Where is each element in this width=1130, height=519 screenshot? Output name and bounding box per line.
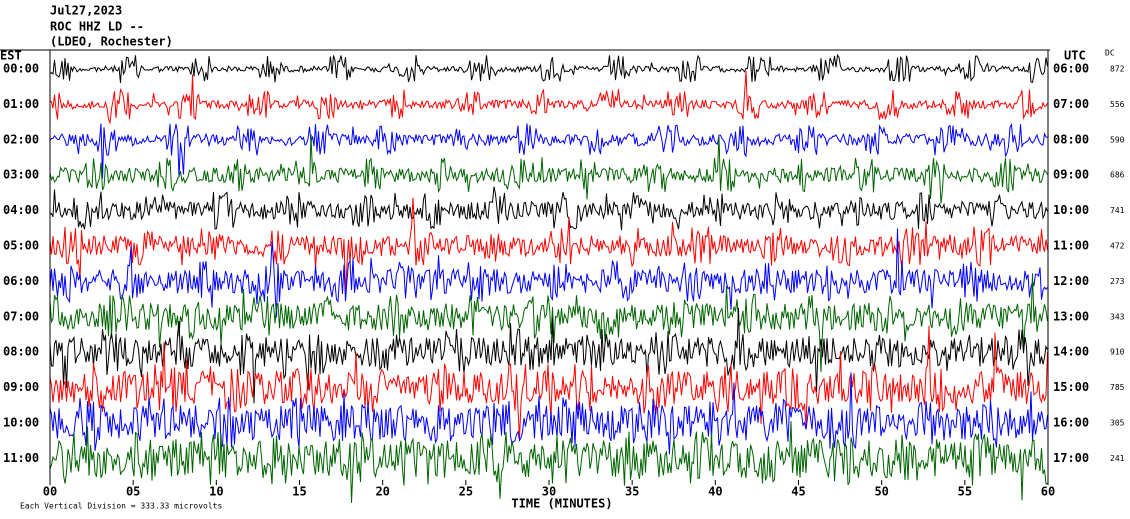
trace [49, 197, 1048, 293]
trace [49, 134, 1048, 204]
x-tick-label: 05 [126, 485, 140, 499]
est-label: 08:00 [3, 345, 39, 359]
est-label: 07:00 [3, 309, 39, 323]
dc-value: 273 [1110, 277, 1125, 286]
footer: Each Vertical Division = 333.33 microvol… [20, 502, 222, 511]
trace [49, 71, 1048, 125]
x-axis-title: TIME (MINUTES) [511, 497, 612, 511]
trace [49, 122, 1048, 179]
utc-label: 14:00 [1053, 345, 1089, 359]
est-label: 11:00 [3, 451, 39, 465]
station: ROC HHZ LD -- [50, 20, 144, 34]
est-label: 00:00 [3, 62, 39, 76]
trace [49, 228, 1048, 318]
est-label: 06:00 [3, 274, 39, 288]
dc-value: 343 [1110, 312, 1125, 321]
est-label: 01:00 [3, 97, 39, 111]
dc-value: 305 [1110, 419, 1125, 428]
utc-label: 16:00 [1053, 416, 1089, 430]
network: (LDEO, Rochester) [50, 35, 173, 49]
x-tick-label: 30 [542, 485, 556, 499]
x-tick-label: 20 [375, 485, 389, 499]
dc-title: DC [1105, 49, 1115, 58]
traces [49, 53, 1048, 503]
trace [49, 325, 1048, 440]
est-label: 03:00 [3, 168, 39, 182]
dc-value: 241 [1110, 454, 1125, 463]
x-tick-label: 00 [43, 485, 57, 499]
trace [49, 307, 1048, 404]
trace [49, 273, 1048, 373]
trace [49, 53, 1048, 83]
est-label: 10:00 [3, 416, 39, 430]
date: Jul27,2023 [50, 4, 122, 18]
x-tick-label: 50 [874, 485, 888, 499]
utc-title: UTC [1064, 49, 1086, 63]
x-tick-label: 40 [708, 485, 722, 499]
utc-label: 10:00 [1053, 203, 1089, 217]
x-tick-label: 35 [625, 485, 639, 499]
utc-label: 07:00 [1053, 97, 1089, 111]
trace [49, 372, 1048, 455]
dc-value: 785 [1110, 383, 1125, 392]
x-tick-label: 15 [292, 485, 306, 499]
dc-value: 686 [1110, 171, 1125, 180]
utc-label: 17:00 [1053, 451, 1089, 465]
x-tick-label: 60 [1041, 485, 1055, 499]
dc-value: 910 [1110, 348, 1125, 357]
dc-value: 872 [1110, 65, 1125, 74]
utc-label: 09:00 [1053, 168, 1089, 182]
est-label: 05:00 [3, 239, 39, 253]
utc-label: 08:00 [1053, 132, 1089, 146]
dc-value: 741 [1110, 206, 1125, 215]
est-title: EST [0, 49, 22, 63]
utc-label: 06:00 [1053, 62, 1089, 76]
utc-label: 15:00 [1053, 380, 1089, 394]
x-tick-label: 45 [791, 485, 805, 499]
dc-value: 556 [1110, 100, 1125, 109]
trace [49, 186, 1048, 231]
x-tick-label: 25 [459, 485, 473, 499]
trace [49, 421, 1048, 503]
est-label: 02:00 [3, 132, 39, 146]
x-tick-label: 10 [209, 485, 223, 499]
utc-label: 13:00 [1053, 309, 1089, 323]
est-label: 04:00 [3, 203, 39, 217]
x-tick-label: 55 [958, 485, 972, 499]
utc-label: 11:00 [1053, 239, 1089, 253]
dc-value: 472 [1110, 242, 1125, 251]
dc-value: 590 [1110, 135, 1125, 144]
est-label: 09:00 [3, 380, 39, 394]
utc-label: 12:00 [1053, 274, 1089, 288]
